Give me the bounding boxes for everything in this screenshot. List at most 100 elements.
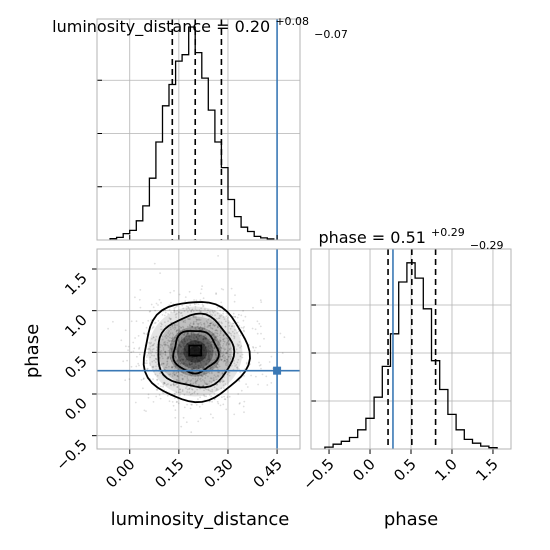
scatter-sample-point xyxy=(205,346,208,349)
scatter-sample-point xyxy=(190,336,193,338)
scatter-sample-point xyxy=(211,333,214,336)
scatter-sample-point xyxy=(210,395,213,398)
scatter-sample-point xyxy=(204,337,206,339)
scatter-sample-point xyxy=(167,349,170,352)
scatter-sample-point xyxy=(175,329,178,332)
scatter-sample-point xyxy=(223,360,226,362)
scatter-sample-point xyxy=(172,334,175,336)
scatter-sample-point xyxy=(216,400,219,403)
scatter-sample-point xyxy=(236,316,239,319)
scatter-sample-point xyxy=(181,341,184,344)
scatter-sample-point xyxy=(209,359,211,362)
scatter-sample-point xyxy=(188,362,191,364)
scatter-sample-point xyxy=(198,364,201,367)
scatter-sample-point xyxy=(230,355,233,358)
scatter-sample-point xyxy=(199,417,202,420)
scatter-sample-point xyxy=(182,363,185,365)
scatter-sample-point xyxy=(221,396,223,399)
scatter-sample-point xyxy=(148,362,151,365)
scatter-sample-point xyxy=(187,379,190,382)
scatter-sample-point xyxy=(159,272,162,274)
scatter-sample-point xyxy=(196,338,199,341)
scatter-sample-point xyxy=(235,348,238,351)
scatter-sample-point xyxy=(228,325,231,327)
scatter-sample-point xyxy=(182,321,185,323)
scatter-sample-point xyxy=(203,356,206,359)
scatter-sample-point xyxy=(258,322,261,325)
scatter-sample-point xyxy=(185,381,188,384)
scatter-sample-point xyxy=(179,359,182,362)
scatter-sample-point xyxy=(192,322,195,325)
scatter-sample-point xyxy=(184,348,186,350)
scatter-sample-point xyxy=(186,339,189,342)
scatter-sample-point xyxy=(186,342,188,345)
scatter-sample-point xyxy=(227,350,229,352)
scatter-sample-point xyxy=(216,306,219,309)
scatter-sample-point xyxy=(206,384,208,386)
scatter-sample-point xyxy=(152,348,155,350)
scatter-sample-point xyxy=(223,337,226,340)
scatter-sample-point xyxy=(169,373,172,376)
scatter-sample-point xyxy=(198,405,201,408)
scatter-sample-point xyxy=(182,371,184,374)
phase-title-main: phase = 0.51 xyxy=(318,228,425,247)
scatter-sample-point xyxy=(214,352,217,355)
scatter-sample-point xyxy=(194,375,197,378)
scatter-sample-point xyxy=(215,366,218,368)
scatter-sample-point xyxy=(161,314,164,316)
scatter-sample-point xyxy=(165,334,168,337)
scatter-sample-point xyxy=(130,351,133,354)
scatter-sample-point xyxy=(169,357,172,360)
scatter-sample-point xyxy=(211,322,213,324)
scatter-sample-point xyxy=(191,365,194,368)
scatter-sample-point xyxy=(213,347,216,349)
scatter-sample-point xyxy=(205,346,208,348)
scatter-sample-point xyxy=(181,390,184,393)
scatter-sample-point xyxy=(192,367,195,370)
scatter-sample-point xyxy=(183,343,186,345)
scatter-sample-point xyxy=(162,362,165,365)
scatter-sample-point xyxy=(223,347,225,350)
scatter-sample-point xyxy=(215,293,218,295)
scatter-sample-point xyxy=(226,360,229,362)
scatter-sample-point xyxy=(196,319,199,321)
scatter-sample-point xyxy=(283,336,286,339)
scatter-sample-point xyxy=(206,350,209,353)
scatter-sample-point xyxy=(125,345,127,348)
scatter-sample-point xyxy=(229,358,232,360)
scatter-sample-point xyxy=(186,333,189,336)
joint-scatter-panel: luminosity_distance phase xyxy=(22,248,301,530)
scatter-sample-point xyxy=(240,326,243,329)
scatter-sample-point xyxy=(221,355,224,358)
scatter-sample-point xyxy=(214,329,217,332)
luminosity-distance-histogram-border xyxy=(96,18,301,241)
scatter-sample-point xyxy=(216,361,218,364)
scatter-sample-point xyxy=(195,320,198,323)
scatter-sample-point xyxy=(219,339,222,342)
scatter-sample-point xyxy=(223,395,226,398)
scatter-sample-point xyxy=(223,340,226,343)
scatter-sample-point xyxy=(209,324,212,327)
scatter-sample-point xyxy=(162,382,165,384)
scatter-sample-point xyxy=(215,335,218,338)
scatter-sample-point xyxy=(184,340,187,343)
scatter-sample-point xyxy=(176,332,179,335)
scatter-sample-point xyxy=(159,350,162,353)
scatter-sample-point xyxy=(176,352,179,355)
scatter-sample-point xyxy=(233,362,236,365)
scatter-sample-point xyxy=(154,321,157,324)
scatter-sample-point xyxy=(242,319,245,322)
scatter-sample-point xyxy=(207,309,209,312)
scatter-sample-point xyxy=(225,342,228,345)
scatter-sample-point xyxy=(203,325,206,328)
scatter-sample-point xyxy=(190,333,193,336)
scatter-sample-point xyxy=(181,389,184,391)
scatter-sample-point xyxy=(190,357,193,359)
scatter-sample-point xyxy=(190,332,193,335)
scatter-sample-point xyxy=(204,357,207,360)
scatter-sample-point xyxy=(193,365,196,368)
scatter-sample-point xyxy=(200,310,202,313)
scatter-sample-point xyxy=(165,383,168,386)
scatter-sample-point xyxy=(224,325,227,328)
scatter-sample-point xyxy=(188,387,191,390)
